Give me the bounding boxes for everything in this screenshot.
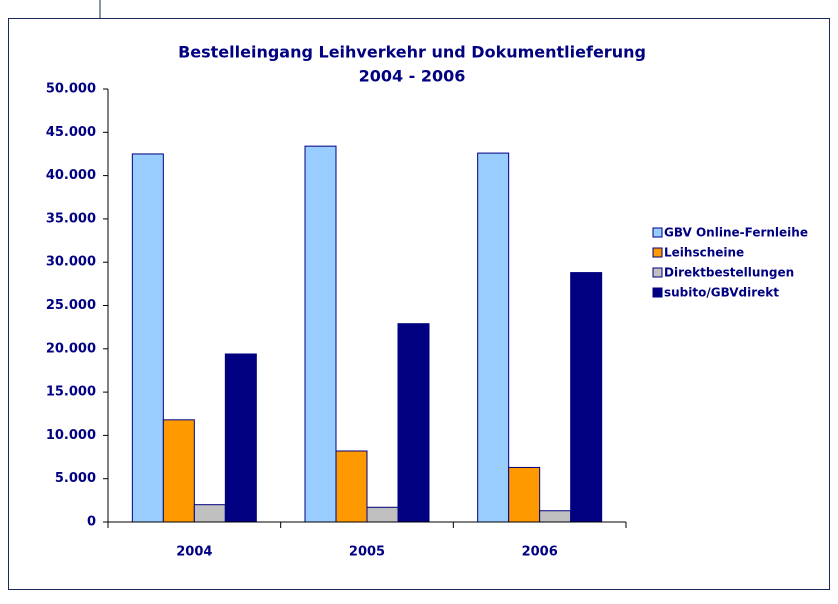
bar (539, 510, 572, 523)
y-tick-label: 10.000 (46, 428, 96, 443)
bar (131, 153, 164, 523)
chart-title: Bestelleingang Leihverkehr und Dokumentl… (178, 43, 646, 62)
legend-label: Direktbestellungen (664, 266, 794, 280)
bar (162, 419, 195, 523)
bar (570, 272, 603, 523)
legend-swatch (652, 247, 663, 258)
bar (193, 504, 226, 523)
bar (304, 145, 337, 523)
bar (224, 353, 257, 523)
y-tick-label: 45.000 (46, 125, 96, 140)
bar (335, 450, 368, 523)
y-tick-label: 20.000 (46, 341, 96, 356)
y-tick-label: 40.000 (46, 168, 96, 183)
y-tick-label: 25.000 (46, 298, 96, 313)
bar (477, 152, 510, 523)
legend-swatch (652, 287, 663, 298)
legend-swatch (652, 227, 663, 238)
legend-swatch (652, 267, 663, 278)
y-tick-label: 15.000 (46, 385, 96, 400)
legend-label: Leihscheine (664, 246, 744, 260)
x-tick-label: 2005 (349, 545, 385, 560)
bar (397, 323, 430, 523)
x-tick-label: 2004 (176, 545, 212, 560)
legend-label: subito/GBVdirekt (664, 286, 779, 300)
y-tick-label: 5.000 (55, 471, 96, 486)
bar (366, 506, 399, 523)
y-tick-label: 50.000 (46, 82, 96, 97)
y-tick-label: 0 (87, 515, 96, 530)
y-tick-label: 30.000 (46, 255, 96, 270)
y-tick-label: 35.000 (46, 211, 96, 226)
legend-label: GBV Online-Fernleihe (664, 226, 808, 240)
bar (508, 466, 541, 523)
x-tick-label: 2006 (522, 545, 558, 560)
chart-subtitle: 2004 - 2006 (359, 67, 466, 86)
